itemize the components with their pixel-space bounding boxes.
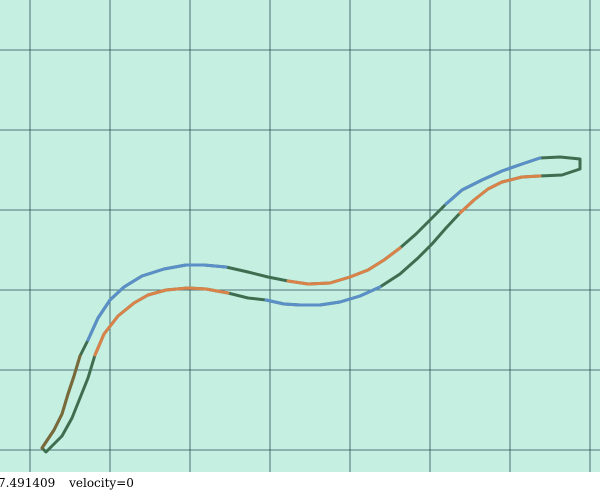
track-segment-olive-start <box>40 354 82 450</box>
status-bar: 7.491409 velocity=0 <box>0 472 600 500</box>
grid-lines <box>0 0 600 472</box>
track-segment-orange-lower <box>93 286 230 357</box>
track-segment-blue-upper <box>86 263 228 342</box>
track-segment-orange-right <box>458 174 542 215</box>
serpentine-path-icon <box>40 155 582 454</box>
track-segment-orange-middle <box>286 246 402 286</box>
playfield-background <box>0 0 600 472</box>
track-segment-blue-lower <box>264 285 382 307</box>
velocity-readout: velocity=0 <box>69 476 134 490</box>
time-readout: 7.491409 <box>0 476 56 490</box>
track-segment-blue-top <box>444 156 542 206</box>
playfield-canvas[interactable] <box>0 0 600 472</box>
